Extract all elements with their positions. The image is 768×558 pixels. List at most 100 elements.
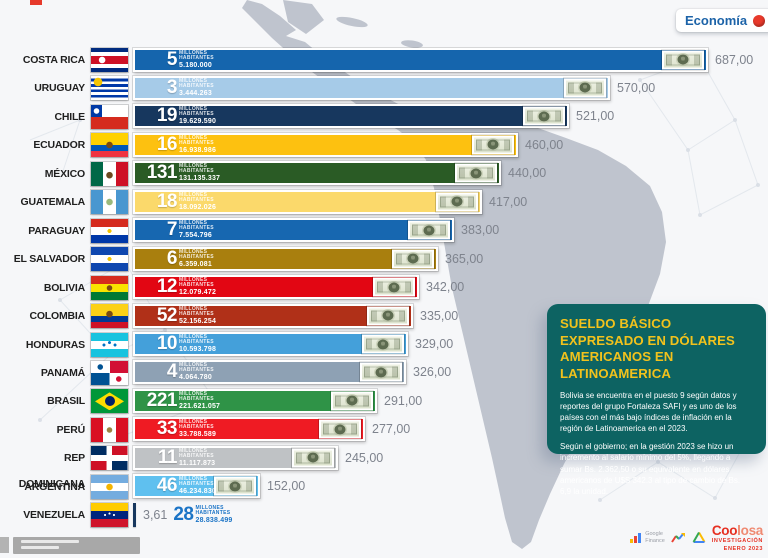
economia-badge[interactable]: Economía bbox=[676, 9, 768, 32]
population-value: 11.117.873 bbox=[179, 459, 216, 467]
bar-area: 18 MILLONES HABITANTES 18.092.026 417,00 bbox=[133, 189, 768, 214]
bar-area: 52 MILLONES HABITANTES 52.156.254 335,00 bbox=[133, 303, 768, 328]
triangle-logo-icon bbox=[692, 532, 706, 544]
population-value: 16.938.986 bbox=[179, 146, 217, 154]
country-name: URUGUAY bbox=[34, 82, 85, 95]
dollar-bill-icon bbox=[436, 192, 478, 212]
population-block: MILLONES HABITANTES 5.180.000 bbox=[179, 50, 214, 69]
habitantes-caption: HABITANTES bbox=[179, 225, 214, 232]
salary-value: 342,00 bbox=[426, 280, 465, 295]
salary-bar: 10 MILLONES HABITANTES 10.593.798 bbox=[133, 332, 408, 356]
country-row-guatemala: GUATEMALA 18 MILLONES HABITANTES 18.092.026 4… bbox=[0, 189, 768, 215]
flag-honduras-icon bbox=[91, 332, 128, 357]
population-millions: 11 bbox=[157, 446, 178, 468]
population-value: 12.079.472 bbox=[179, 289, 217, 297]
bar-area: 19 MILLONES HABITANTES 19.629.590 521,00 bbox=[133, 104, 768, 129]
dollar-bill-icon bbox=[392, 249, 434, 269]
population-millions: 46 bbox=[156, 475, 178, 497]
dollar-bill-icon bbox=[292, 448, 334, 468]
country-row-bolivia: BOLIVIA 12 MILLONES HABITANTES 12.079.472 342… bbox=[0, 275, 768, 300]
salary-bar: 12 MILLONES HABITANTES 12.079.472 bbox=[133, 275, 419, 300]
bar-area: 46 MILLONES HABITANTES 46.234.830 152,00 bbox=[133, 474, 768, 499]
salary-value: 417,00 bbox=[489, 194, 528, 209]
salary-value: 365,00 bbox=[445, 251, 484, 266]
population-millions: 52 bbox=[156, 304, 178, 326]
population-block: MILLONES HABITANTES 3.444.263 bbox=[179, 78, 214, 97]
credit-line2: ENERO 2023 bbox=[723, 545, 763, 552]
bar-area: 6 MILLONES HABITANTES 6.359.081 365,00 bbox=[133, 246, 768, 271]
country-row-venezuela: VENEZUELA 3,61 28 MILLONES HABITANTES 28.838.… bbox=[0, 502, 768, 528]
population-block: MILLONES HABITANTES 28.838.499 bbox=[195, 504, 232, 524]
population-millions: 12 bbox=[156, 276, 178, 298]
record-dot-icon bbox=[753, 14, 766, 27]
watermark-square bbox=[0, 537, 9, 553]
flag-bolivia-icon bbox=[91, 275, 128, 300]
population-block: MILLONES HABITANTES 10.593.798 bbox=[179, 335, 217, 354]
population-value: 19.629.590 bbox=[179, 118, 217, 126]
country-name: PARAGUAY bbox=[28, 224, 85, 237]
population-millions: 131 bbox=[146, 162, 178, 184]
flag-peru-icon bbox=[91, 417, 128, 442]
country-row-paraguay: PARAGUAY 7 MILLONES HABITANTES 7.554.796 383,… bbox=[0, 218, 768, 243]
country-name: BRASIL bbox=[47, 395, 85, 408]
population-millions: 3 bbox=[166, 76, 178, 98]
population-millions: 19 bbox=[156, 105, 178, 127]
millones-caption: MILLONES bbox=[179, 191, 208, 198]
millones-caption: MILLONES bbox=[179, 248, 208, 255]
footer-credits: Google Finance Coolosa INVESTIGACIÓN ENE… bbox=[629, 523, 763, 553]
population-block: MILLONES HABITANTES 33.788.589 bbox=[179, 420, 216, 439]
population-value: 10.593.798 bbox=[179, 346, 217, 353]
bar-area: 3,61 28 MILLONES HABITANTES 28.838.499 bbox=[133, 502, 768, 527]
population-value: 46.234.830 bbox=[179, 488, 217, 496]
millones-caption: MILLONES bbox=[179, 362, 208, 369]
bar-area: 4 MILLONES HABITANTES 4.064.780 326,00 bbox=[133, 360, 768, 385]
country-row-chile: CHILE 19 MILLONES HABITANTES 19.629.590 521,0… bbox=[0, 104, 768, 129]
info-box-paragraph-1: Bolivia se encuentra en el puesto 9 segú… bbox=[560, 390, 737, 434]
flag-el-salvador-icon bbox=[91, 247, 128, 272]
population-block: MILLONES HABITANTES 19.629.590 bbox=[179, 106, 217, 126]
population-value: 5.180.000 bbox=[179, 61, 212, 69]
salary-bar: 52 MILLONES HABITANTES 52.156.254 bbox=[133, 303, 413, 328]
millones-caption: MILLONES bbox=[179, 305, 208, 312]
salary-value: 383,00 bbox=[461, 223, 500, 238]
dollar-bill-icon bbox=[523, 106, 565, 126]
country-row-peru: PERÚ 33 MILLONES HABITANTES 33.788.589 277,00 bbox=[0, 417, 768, 442]
habitantes-caption: HABITANTES bbox=[179, 339, 214, 345]
population-block: MILLONES HABITANTES 4.064.780 bbox=[179, 362, 214, 382]
country-name: PERÚ bbox=[56, 423, 86, 436]
dollar-bill-icon bbox=[373, 277, 415, 297]
bar-chart-icon bbox=[630, 533, 642, 544]
flag-brasil-icon bbox=[91, 389, 128, 414]
country-row-argentina: ARGENTINA 46 MILLONES HABITANTES 46.234.830 1… bbox=[0, 474, 768, 499]
flag-colombia-icon bbox=[91, 304, 128, 329]
habitantes-caption: HABITANTES bbox=[195, 509, 231, 516]
population-block: MILLONES HABITANTES 18.092.026 bbox=[179, 191, 216, 211]
bar-area: 5 MILLONES HABITANTES 5.180.000 687,00 bbox=[133, 47, 768, 72]
bar-area: 7 MILLONES HABITANTES 7.554.796 383,00 bbox=[133, 218, 768, 243]
salary-bar: 16 MILLONES HABITANTES 16.938.986 bbox=[133, 132, 518, 157]
habitantes-caption: HABITANTES bbox=[179, 367, 214, 374]
salary-value: 277,00 bbox=[372, 422, 411, 437]
population-value: 221.621.057 bbox=[179, 402, 221, 410]
dollar-bill-icon bbox=[662, 50, 704, 69]
salary-value: 440,00 bbox=[508, 166, 547, 181]
info-box-paragraph-2: Según el gobierno; en la gestión 2023 se… bbox=[560, 442, 741, 496]
source-label-line2: Finance bbox=[645, 537, 665, 544]
country-name: BOLIVIA bbox=[43, 281, 85, 294]
country-name: PANAMÁ bbox=[40, 366, 85, 379]
flag-ecuador-icon bbox=[91, 133, 128, 158]
salary-bar bbox=[133, 502, 136, 527]
population-block: MILLONES HABITANTES 11.117.873 bbox=[179, 448, 216, 467]
population-value: 6.359.081 bbox=[179, 260, 212, 268]
millones-caption: MILLONES bbox=[195, 504, 224, 511]
country-name: ECUADOR bbox=[33, 139, 85, 152]
millones-caption: MILLONES bbox=[179, 106, 208, 113]
population-block: MILLONES HABITANTES 52.156.254 bbox=[179, 305, 216, 325]
population-value: 3.444.263 bbox=[179, 89, 212, 97]
bar-area: 33 MILLONES HABITANTES 33.788.589 277,00 bbox=[133, 417, 768, 442]
dollar-bill-icon bbox=[367, 306, 409, 326]
bar-area: 12 MILLONES HABITANTES 12.079.472 342,00 bbox=[133, 275, 768, 300]
red-corner-mark bbox=[30, 0, 42, 5]
